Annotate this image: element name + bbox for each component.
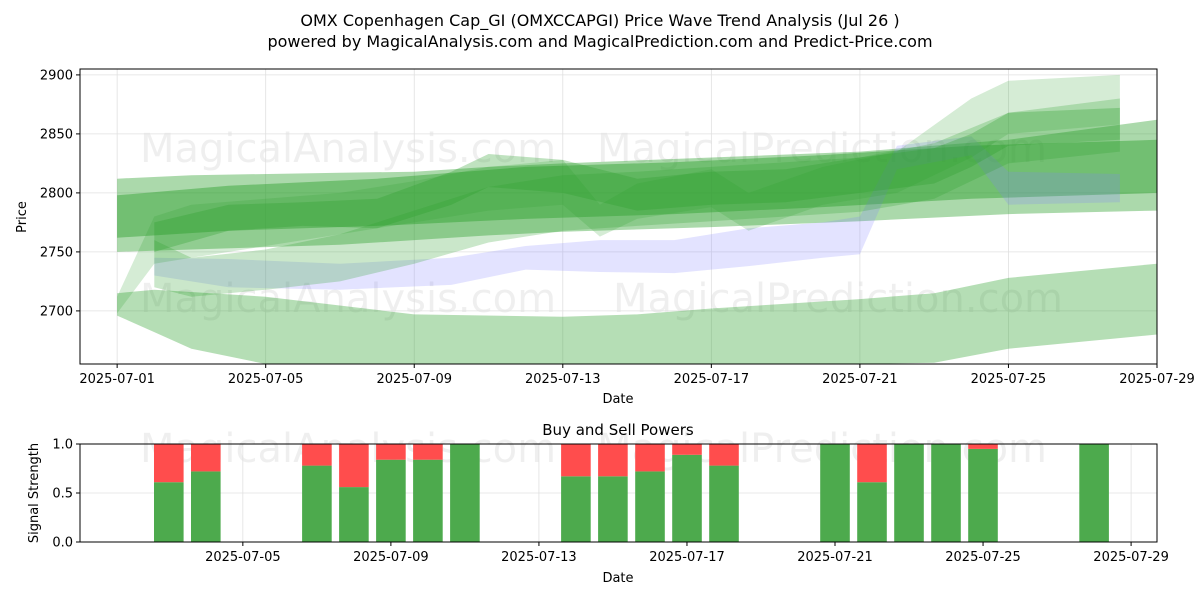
price-band-4 — [117, 74, 1120, 314]
signal-axes: 2025-07-05 2025-07-09 2025-07-13 2025-07-17… — [52, 438, 1169, 566]
price-band-0 — [117, 263, 1157, 364]
price-x-tick-label: 2025-07-21 — [822, 372, 898, 387]
sell-bar — [561, 444, 591, 477]
buy-bar — [191, 471, 221, 542]
buy-bar — [820, 444, 850, 542]
price-band-6 — [154, 98, 1120, 297]
price-y-tick-label: 2700 — [40, 304, 73, 319]
signal-x-tick-label: 2025-07-17 — [649, 550, 725, 565]
buy-bar — [450, 444, 480, 542]
buy-bar — [968, 448, 998, 542]
buy-bar — [376, 459, 406, 542]
signal-x-axis-label: Date — [602, 571, 633, 586]
signal-y-tick-label: 0.5 — [52, 487, 73, 502]
buy-bar — [413, 459, 443, 542]
buy-bar — [672, 454, 702, 542]
watermark-mid-left: MagicalAnalysis.com — [140, 276, 556, 322]
sell-bar — [376, 444, 406, 460]
sell-bar — [339, 444, 369, 488]
sell-bar — [635, 444, 665, 472]
buy-bar — [931, 444, 961, 542]
watermark-mid-right: MagicalPrediction.com — [613, 276, 1063, 322]
price-grid — [80, 69, 1158, 364]
price-x-tick-label: 2025-07-13 — [525, 372, 601, 387]
signal-x-tick-label: 2025-07-09 — [353, 550, 429, 565]
signal-x-tick-label: 2025-07-05 — [205, 550, 281, 565]
signal-x-tick-label: 2025-07-29 — [1093, 550, 1169, 565]
price-x-tick-label: 2025-07-29 — [1119, 372, 1195, 387]
buy-bar — [561, 476, 591, 542]
price-band-2 — [117, 139, 1157, 238]
signal-y-tick-label: 0.0 — [52, 536, 73, 551]
price-band-1 — [117, 119, 1157, 252]
signal-x-tick-label: 2025-07-25 — [945, 550, 1021, 565]
price-bands — [117, 74, 1157, 364]
price-x-tick-label: 2025-07-05 — [228, 372, 304, 387]
price-band-3 — [154, 136, 1120, 290]
chart-subtitle: powered by MagicalAnalysis.com and Magic… — [267, 32, 932, 51]
chart-title: OMX Copenhagen Cap_GI (OMXCCAPGI) Price … — [300, 11, 899, 31]
sell-bar — [709, 444, 739, 466]
sell-bar — [154, 444, 184, 483]
buy-bar — [598, 476, 628, 542]
price-x-axis-label: Date — [602, 392, 633, 407]
price-bands-clipped — [117, 74, 1157, 364]
signal-x-tick-label: 2025-07-13 — [501, 550, 577, 565]
price-x-tick-label: 2025-07-09 — [376, 372, 452, 387]
buy-bar — [635, 471, 665, 542]
sell-bar — [672, 444, 702, 455]
price-y-tick-label: 2800 — [40, 186, 73, 201]
price-axes: 2025-07-01 2025-07-05 2025-07-09 2025-07-13… — [40, 68, 1195, 387]
buy-bar — [894, 444, 924, 542]
price-plot-frame — [79, 68, 1158, 365]
price-band-5 — [154, 107, 1120, 252]
sell-bar — [413, 444, 443, 460]
buy-bar — [1079, 444, 1109, 542]
sell-bar — [598, 444, 628, 477]
buy-bar — [857, 482, 887, 542]
sell-bar — [191, 444, 221, 472]
price-x-tick-label: 2025-07-25 — [971, 372, 1047, 387]
price-y-tick-label: 2900 — [40, 68, 73, 83]
sell-bar — [857, 444, 887, 483]
price-y-tick-label: 2750 — [40, 245, 73, 260]
sell-bar — [302, 444, 332, 466]
price-y-tick-label: 2850 — [40, 127, 73, 142]
sell-bar — [968, 444, 998, 449]
signal-x-tick-label: 2025-07-21 — [797, 550, 873, 565]
buy-bar — [709, 465, 739, 542]
buy-bar — [339, 487, 369, 542]
price-y-axis-label: Price — [15, 201, 30, 233]
signal-bars — [154, 444, 1109, 542]
price-x-tick-label: 2025-07-01 — [79, 372, 155, 387]
signal-y-tick-label: 1.0 — [52, 438, 73, 453]
price-x-tick-label: 2025-07-17 — [674, 372, 750, 387]
buy-bar — [154, 482, 184, 542]
signal-y-axis-label: Signal Strength — [27, 443, 42, 543]
signal-chart-title: Buy and Sell Powers — [542, 421, 694, 439]
buy-bar — [302, 465, 332, 542]
